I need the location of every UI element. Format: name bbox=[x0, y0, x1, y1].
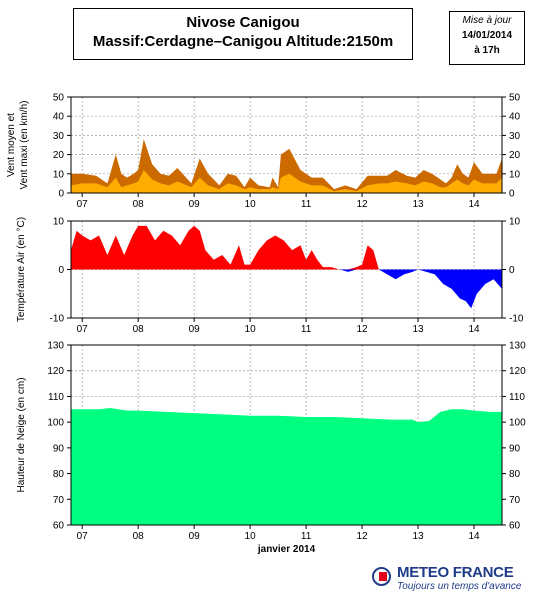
y-tick-label: 80 bbox=[509, 469, 521, 480]
wind-mean-area bbox=[71, 169, 502, 193]
y-tick-label: 60 bbox=[53, 521, 65, 532]
y-tick-label: 130 bbox=[509, 341, 526, 352]
y-tick-label: -10 bbox=[50, 314, 65, 325]
x-tick-label: 12 bbox=[357, 324, 369, 335]
y-tick-label: 10 bbox=[509, 217, 521, 228]
y-tick-label: -10 bbox=[509, 314, 524, 325]
station-title: Nivose Canigou bbox=[186, 14, 300, 31]
y-tick-label: 60 bbox=[509, 521, 521, 532]
y-axis-title: Hauteur de Neige (en cm) bbox=[16, 377, 27, 492]
massif-altitude-title: Massif:Cerdagne–Canigou Altitude:2150m bbox=[92, 33, 394, 50]
x-tick-label: 11 bbox=[301, 531, 312, 542]
y-tick-label: 90 bbox=[53, 443, 65, 454]
y-tick-label: 40 bbox=[53, 112, 65, 123]
y-tick-label: 90 bbox=[509, 443, 521, 454]
y-tick-label: 50 bbox=[53, 93, 65, 104]
x-tick-label: 07 bbox=[77, 531, 89, 542]
x-tick-label: 13 bbox=[412, 324, 424, 335]
snow-depth-area bbox=[71, 408, 502, 525]
y-tick-label: 80 bbox=[53, 469, 65, 480]
y-axis-title: Température Air (en °C) bbox=[16, 217, 27, 322]
temperature-positive-area bbox=[71, 225, 502, 270]
logo-tagline: Toujours un temps d'avance bbox=[397, 581, 522, 592]
x-tick-label: 12 bbox=[357, 531, 369, 542]
y-tick-label: 20 bbox=[53, 150, 65, 161]
y-tick-label: 70 bbox=[53, 495, 65, 506]
x-tick-label: 11 bbox=[301, 324, 312, 335]
plot-frame bbox=[70, 96, 503, 194]
y-tick-label: 110 bbox=[509, 392, 525, 403]
x-tick-label: 14 bbox=[468, 324, 480, 335]
x-tick-label: 11 bbox=[301, 199, 312, 210]
charts-canvas: Vent moyen et Vent maxi (en km/h)0 010 1020… bbox=[6, 93, 526, 556]
y-tick-label: 100 bbox=[47, 418, 64, 429]
x-tick-label: 13 bbox=[412, 199, 424, 210]
x-tick-label: 14 bbox=[468, 199, 480, 210]
y-tick-label: 0 bbox=[58, 189, 64, 200]
meteo-france-logo: METEO FRANCE Toujours un temps d'avance bbox=[372, 564, 532, 592]
y-tick-label: 120 bbox=[47, 366, 64, 377]
title-box: Nivose Canigou Massif:Cerdagne–Canigou A… bbox=[73, 8, 413, 60]
y-tick-label: 130 bbox=[47, 341, 64, 352]
wind-max-area bbox=[71, 139, 502, 193]
y-tick-label: 120 bbox=[509, 366, 526, 377]
x-tick-label: 13 bbox=[412, 531, 424, 542]
y-tick-label: 10 bbox=[509, 169, 521, 180]
x-tick-label: 08 bbox=[133, 199, 145, 210]
update-heading: Mise à jour bbox=[462, 15, 512, 26]
x-tick-label: 07 bbox=[77, 199, 89, 210]
y-tick-label: 30 bbox=[53, 131, 65, 142]
x-tick-label: 14 bbox=[468, 531, 480, 542]
x-tick-label: 09 bbox=[189, 324, 201, 335]
meteo-france-logo-icon bbox=[372, 567, 391, 586]
x-tick-label: 07 bbox=[77, 324, 89, 335]
x-tick-label: 10 bbox=[245, 531, 257, 542]
logo-name: METEO FRANCE bbox=[397, 564, 514, 581]
y-tick-label: 30 bbox=[509, 131, 521, 142]
x-axis-title: janvier 2014 bbox=[257, 544, 316, 555]
y-tick-label: 50 bbox=[509, 93, 521, 104]
y-tick-label: 70 bbox=[509, 495, 521, 506]
y-tick-label: 10 bbox=[53, 169, 65, 180]
update-box: Mise à jour 14/01/2014 à 17h bbox=[449, 11, 525, 65]
y-axis-title: Vent moyen et bbox=[6, 113, 17, 177]
x-tick-label: 09 bbox=[189, 199, 201, 210]
x-tick-label: 08 bbox=[133, 531, 145, 542]
x-tick-label: 09 bbox=[189, 531, 201, 542]
update-date: 14/01/2014 bbox=[461, 30, 513, 41]
x-tick-label: 10 bbox=[245, 199, 257, 210]
y-tick-label: 0 bbox=[509, 265, 515, 276]
plot-frame bbox=[70, 344, 503, 526]
y-tick-label: 100 bbox=[509, 418, 526, 429]
update-time: à 17h bbox=[474, 45, 500, 56]
y-axis-title: Vent maxi (en km/h) bbox=[19, 101, 30, 190]
y-tick-label: 0 bbox=[58, 265, 64, 276]
temperature-negative-area bbox=[71, 269, 502, 309]
chart-panel-temp: Température Air (en °C) bbox=[16, 217, 506, 322]
y-tick-label: 0 bbox=[509, 189, 515, 200]
chart-panel-snow: Hauteur de Neige (en cm) bbox=[16, 344, 506, 529]
y-tick-label: 20 bbox=[509, 150, 521, 161]
y-tick-label: 110 bbox=[48, 392, 64, 403]
chart-panel-wind: Vent moyen et Vent maxi (en km/h) bbox=[6, 96, 506, 197]
x-tick-label: 12 bbox=[357, 199, 369, 210]
y-tick-label: 40 bbox=[509, 112, 521, 123]
y-tick-label: 10 bbox=[53, 217, 65, 228]
x-tick-label: 08 bbox=[133, 324, 145, 335]
x-tick-label: 10 bbox=[245, 324, 257, 335]
